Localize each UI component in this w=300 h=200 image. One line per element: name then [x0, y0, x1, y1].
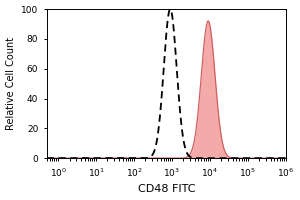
X-axis label: CD48 FITC: CD48 FITC	[137, 184, 195, 194]
Y-axis label: Relative Cell Count: Relative Cell Count	[6, 37, 16, 130]
